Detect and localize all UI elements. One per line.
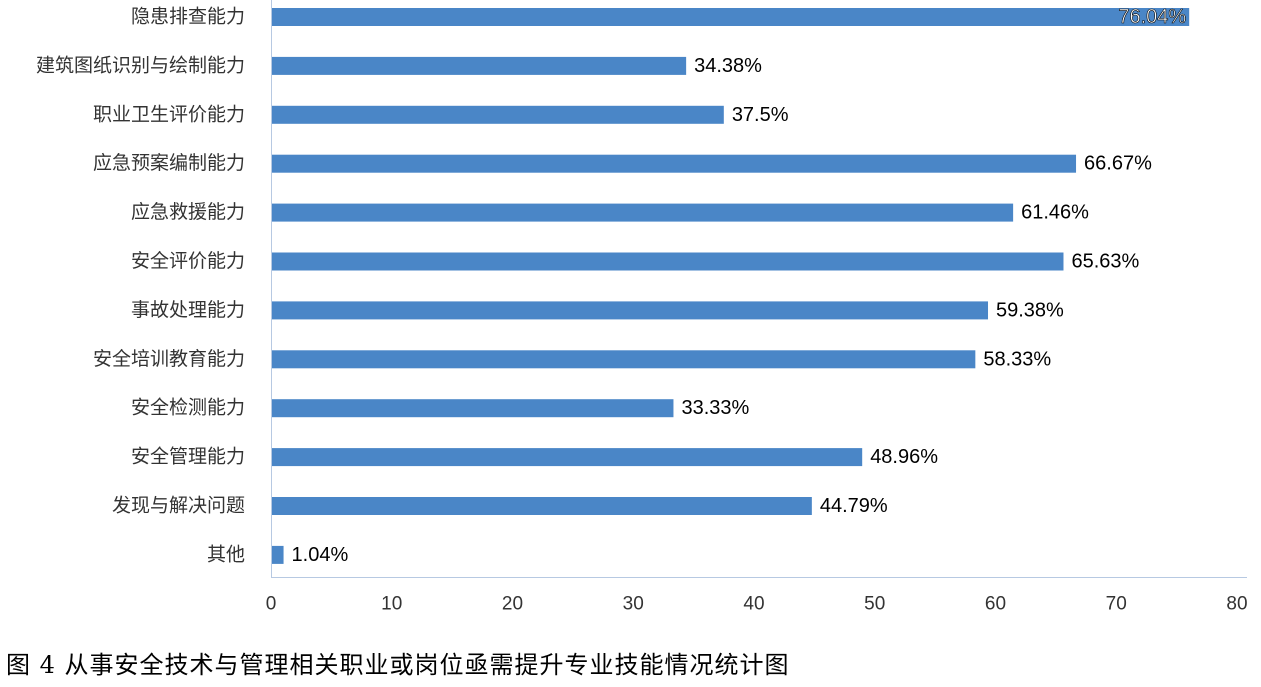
bar [272, 301, 989, 320]
bar [272, 350, 976, 369]
x-tick-label: 30 [623, 594, 644, 615]
data-label: 58.33% [983, 348, 1051, 370]
chart-canvas: 隐患排查能力 76.04% 建筑图纸识别与绘制能力 34.38% 职业卫生评价能力 37.… [36, 0, 1248, 615]
bar [272, 497, 812, 515]
data-label: 33.33% [681, 397, 749, 419]
category-label: 安全培训教育能力 [93, 348, 245, 370]
data-label: 59.38% [996, 299, 1064, 321]
category-label: 应急预案编制能力 [93, 152, 245, 174]
category-label: 职业卫生评价能力 [93, 103, 245, 125]
category-label: 事故处理能力 [131, 299, 245, 321]
category-label: 安全管理能力 [131, 446, 245, 468]
category-label: 其他 [207, 543, 245, 565]
x-tick-label: 0 [266, 594, 277, 615]
x-tick-label: 10 [381, 594, 402, 615]
data-label: 61.46% [1021, 202, 1089, 224]
bar [272, 203, 1014, 222]
data-label: 66.67% [1084, 153, 1152, 175]
x-tick-label: 50 [864, 594, 885, 615]
x-tick-label: 20 [502, 594, 523, 615]
bar [272, 105, 724, 124]
category-label: 建筑图纸识别与绘制能力 [36, 54, 245, 76]
data-label: 76.04% [1118, 6, 1186, 28]
data-label: 37.5% [732, 104, 789, 126]
data-label: 65.63% [1071, 251, 1139, 273]
x-tick-label: 70 [1106, 594, 1127, 615]
bar [272, 56, 687, 75]
bar-chart: 隐患排查能力 76.04% 建筑图纸识别与绘制能力 34.38% 职业卫生评价能力 37.… [36, 0, 1248, 615]
data-label: 48.96% [870, 446, 938, 468]
category-label: 隐患排查能力 [131, 6, 245, 28]
bar [272, 545, 284, 564]
x-tick-label: 60 [985, 594, 1006, 615]
x-tick-label: 80 [1226, 594, 1247, 615]
bar [272, 154, 1077, 173]
bar [272, 448, 863, 467]
bar [272, 252, 1064, 271]
data-label: 1.04% [292, 544, 349, 566]
category-label: 安全评价能力 [131, 250, 245, 272]
category-label: 发现与解决问题 [112, 495, 245, 517]
category-label: 应急救援能力 [131, 201, 245, 223]
category-label: 安全检测能力 [131, 397, 245, 419]
x-tick-label: 40 [743, 594, 764, 615]
bar [272, 399, 674, 418]
data-label: 34.38% [694, 55, 762, 77]
data-label: 44.79% [820, 495, 888, 517]
figure-caption: 图 4 从事安全技术与管理相关职业或岗位亟需提升专业技能情况统计图 [6, 651, 790, 679]
bar [272, 8, 1190, 26]
